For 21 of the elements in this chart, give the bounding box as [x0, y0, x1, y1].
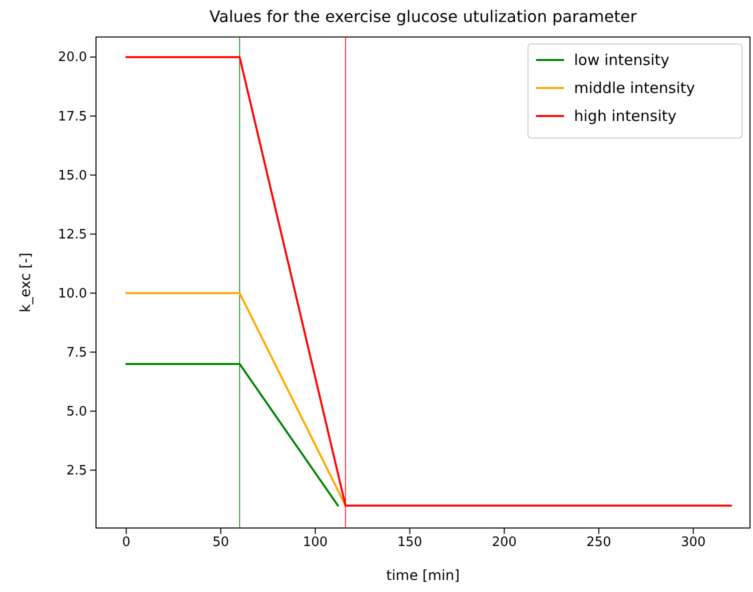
x-tick-label: 150 [397, 535, 422, 550]
y-tick-label: 15.0 [58, 168, 87, 184]
x-tick-label: 200 [492, 535, 517, 550]
y-tick-label: 10.0 [58, 286, 87, 302]
y-tick-label: 20.0 [58, 50, 87, 66]
x-tick-label: 50 [212, 535, 230, 550]
y-tick-label: 7.5 [66, 345, 87, 360]
legend-label: high intensity [574, 107, 677, 125]
x-tick-label: 250 [586, 535, 612, 550]
x-tick-label: 300 [680, 535, 706, 550]
x-axis-title: time [min] [386, 568, 460, 584]
y-tick-label: 2.5 [66, 463, 87, 478]
y-tick-label: 5.0 [66, 404, 87, 420]
chart-title: Values for the exercise glucose utulization parameter [209, 7, 638, 26]
y-tick-label: 17.5 [58, 109, 87, 124]
legend-label: middle intensity [574, 79, 696, 97]
y-tick-label: 12.5 [58, 227, 87, 242]
y-axis-title: k_exc [-] [18, 252, 34, 312]
x-tick-label: 0 [122, 535, 130, 550]
legend-label: low intensity [574, 51, 670, 69]
x-tick-label: 100 [302, 535, 328, 550]
